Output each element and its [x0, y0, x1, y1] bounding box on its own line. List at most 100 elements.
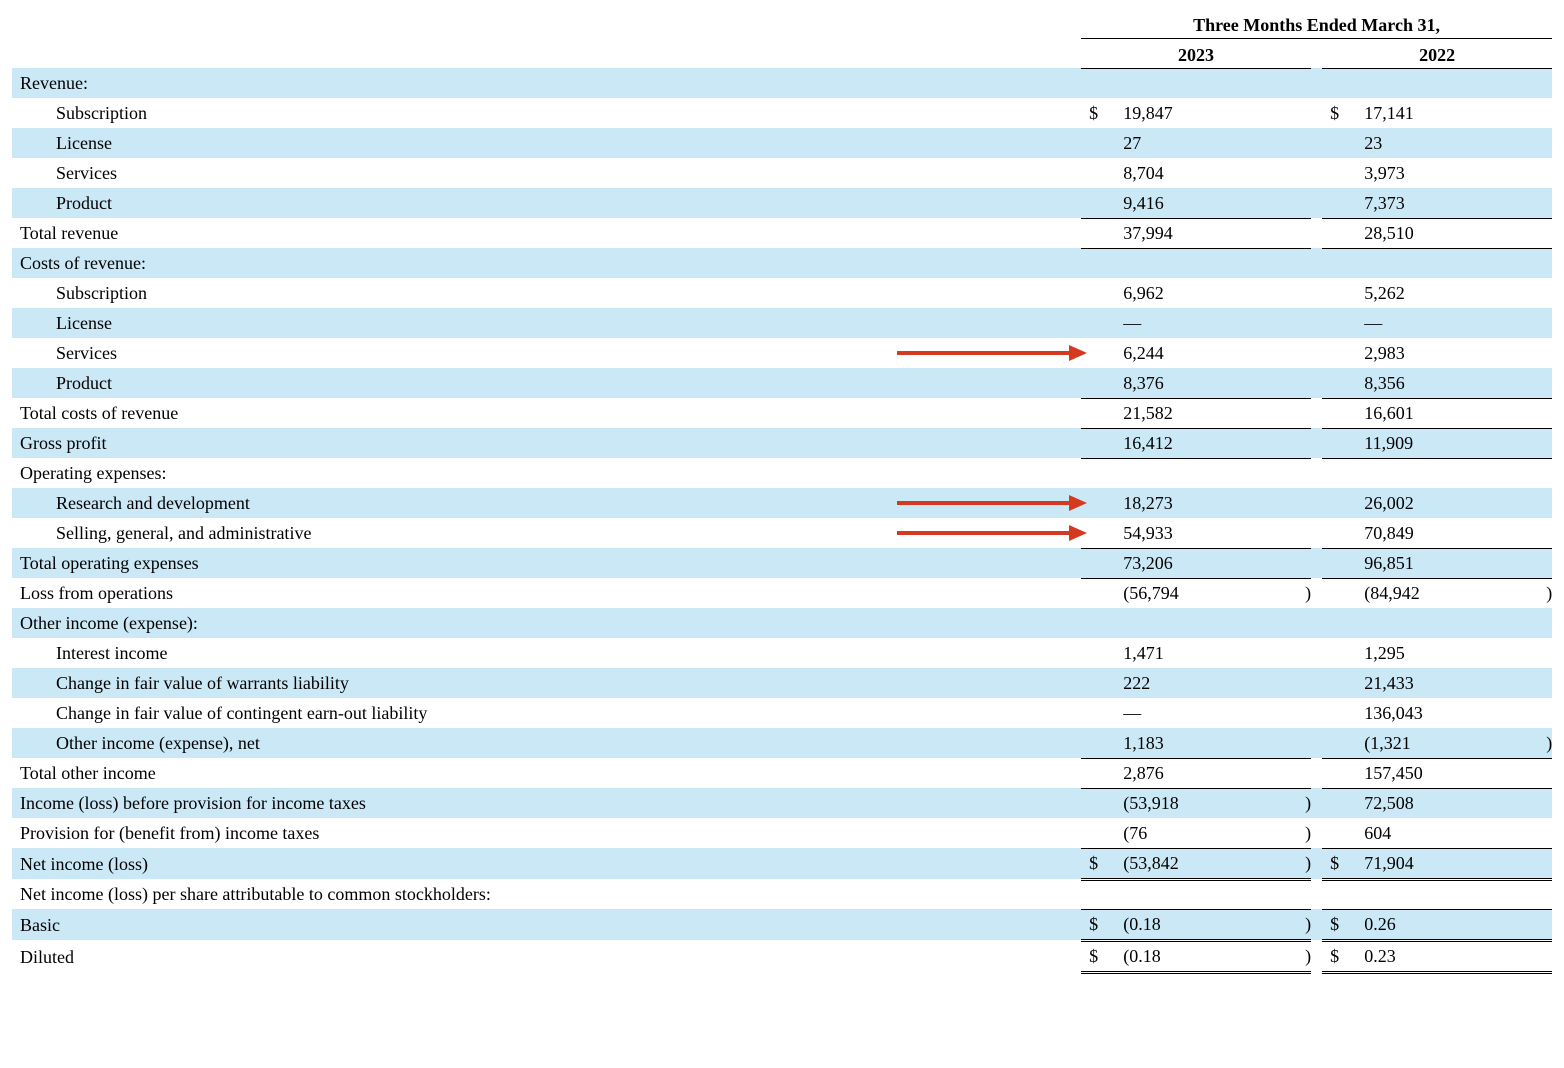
row-label: Net income (loss): [12, 848, 1081, 879]
table-row: Net income (loss)$(53,842)$71,904: [12, 848, 1552, 879]
value-a: (0.18: [1115, 940, 1297, 972]
currency-symbol-b: [1322, 548, 1356, 578]
row-label: Product: [12, 368, 1081, 398]
currency-symbol-a: [1081, 158, 1115, 188]
value-b: (1,321: [1356, 728, 1538, 758]
paren-b: [1538, 909, 1552, 940]
row-label: Services: [12, 338, 1081, 368]
paren-a: [1297, 128, 1311, 158]
value-a: 27: [1115, 128, 1297, 158]
value-a: (56,794: [1115, 578, 1297, 608]
column-gap: [1311, 668, 1322, 698]
row-label: Other income (expense), net: [12, 728, 1081, 758]
paren-a: [1297, 188, 1311, 218]
row-label: Diluted: [12, 940, 1081, 972]
highlight-arrow-icon: [897, 524, 1087, 542]
value-a: [1115, 879, 1297, 909]
paren-a: [1297, 158, 1311, 188]
currency-symbol-b: [1322, 818, 1356, 848]
currency-symbol-b: [1322, 458, 1356, 488]
value-b: 11,909: [1356, 428, 1538, 458]
column-gap: [1311, 818, 1322, 848]
currency-symbol-b: [1322, 518, 1356, 548]
table-row: Other income (expense):: [12, 608, 1552, 638]
currency-symbol-a: $: [1081, 848, 1115, 879]
currency-symbol-a: [1081, 638, 1115, 668]
value-a: 37,994: [1115, 218, 1297, 248]
currency-symbol-b: $: [1322, 940, 1356, 972]
value-a: 9,416: [1115, 188, 1297, 218]
column-gap: [1311, 940, 1322, 972]
column-gap: [1311, 398, 1322, 428]
column-gap: [1311, 278, 1322, 308]
paren-a: [1297, 368, 1311, 398]
paren-a: ): [1297, 940, 1311, 972]
paren-a: [1297, 458, 1311, 488]
paren-b: [1538, 518, 1552, 548]
paren-a: [1297, 548, 1311, 578]
highlight-arrow-icon: [897, 344, 1087, 362]
value-b: 8,356: [1356, 368, 1538, 398]
paren-a: [1297, 879, 1311, 909]
currency-symbol-a: [1081, 518, 1115, 548]
row-label: Total other income: [12, 758, 1081, 788]
row-label: Change in fair value of contingent earn-…: [12, 698, 1081, 728]
paren-b: [1538, 218, 1552, 248]
table-row: Change in fair value of warrants liabili…: [12, 668, 1552, 698]
paren-a: [1297, 308, 1311, 338]
currency-symbol-a: $: [1081, 940, 1115, 972]
column-gap: [1311, 728, 1322, 758]
currency-symbol-b: [1322, 788, 1356, 818]
currency-symbol-a: [1081, 488, 1115, 518]
row-label: Basic: [12, 909, 1081, 940]
column-gap: [1311, 428, 1322, 458]
currency-symbol-a: [1081, 368, 1115, 398]
value-b: 28,510: [1356, 218, 1538, 248]
currency-symbol-a: [1081, 818, 1115, 848]
row-label: Costs of revenue:: [12, 248, 1081, 278]
value-a: [1115, 608, 1297, 638]
row-label: Selling, general, and administrative: [12, 518, 1081, 548]
value-a: 6,962: [1115, 278, 1297, 308]
paren-b: [1538, 668, 1552, 698]
column-gap: [1311, 308, 1322, 338]
paren-b: [1538, 278, 1552, 308]
value-a: 54,933: [1115, 518, 1297, 548]
value-b: 604: [1356, 818, 1538, 848]
header-year-b: 2022: [1322, 38, 1552, 68]
table-row: Income (loss) before provision for incom…: [12, 788, 1552, 818]
value-b: 72,508: [1356, 788, 1538, 818]
column-gap: [1311, 608, 1322, 638]
row-label: Income (loss) before provision for incom…: [12, 788, 1081, 818]
currency-symbol-b: [1322, 278, 1356, 308]
table-row: Revenue:: [12, 68, 1552, 98]
currency-symbol-a: [1081, 68, 1115, 98]
currency-symbol-b: [1322, 308, 1356, 338]
currency-symbol-a: [1081, 278, 1115, 308]
paren-a: [1297, 218, 1311, 248]
table-row: Operating expenses:: [12, 458, 1552, 488]
paren-b: [1538, 940, 1552, 972]
row-label: Change in fair value of warrants liabili…: [12, 668, 1081, 698]
table-row: Interest income1,4711,295: [12, 638, 1552, 668]
currency-symbol-b: [1322, 608, 1356, 638]
paren-b: [1538, 248, 1552, 278]
column-gap: [1311, 578, 1322, 608]
value-b: 70,849: [1356, 518, 1538, 548]
value-b: (84,942: [1356, 578, 1538, 608]
column-gap: [1311, 548, 1322, 578]
table-row: Costs of revenue:: [12, 248, 1552, 278]
paren-b: [1538, 128, 1552, 158]
currency-symbol-b: [1322, 758, 1356, 788]
column-gap: [1311, 758, 1322, 788]
table-row: Loss from operations(56,794)(84,942): [12, 578, 1552, 608]
value-b: 3,973: [1356, 158, 1538, 188]
currency-symbol-a: [1081, 308, 1115, 338]
value-b: [1356, 458, 1538, 488]
currency-symbol-a: [1081, 248, 1115, 278]
row-label: Product: [12, 188, 1081, 218]
table-row: Diluted$(0.18)$0.23: [12, 940, 1552, 972]
currency-symbol-a: [1081, 338, 1115, 368]
table-row: Total operating expenses73,20696,851: [12, 548, 1552, 578]
currency-symbol-b: [1322, 158, 1356, 188]
